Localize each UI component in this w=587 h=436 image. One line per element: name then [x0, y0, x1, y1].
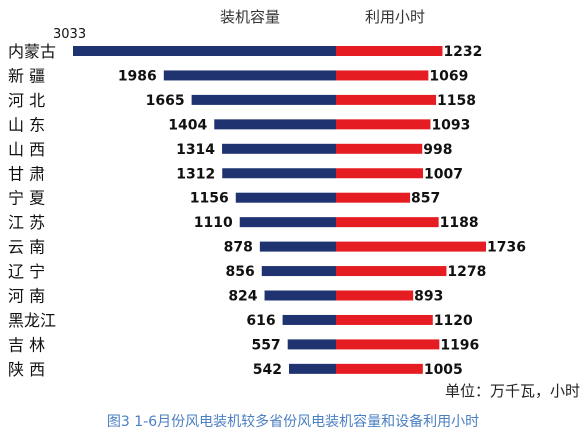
- capacity-bar: [214, 119, 336, 130]
- category-label: 山 西: [8, 140, 45, 159]
- hours-bar: [336, 168, 424, 179]
- capacity-bar: [282, 314, 336, 325]
- capacity-bar: [222, 168, 336, 179]
- capacity-bar: [264, 290, 336, 301]
- capacity-bar: [163, 70, 336, 81]
- capacity-bar: [191, 94, 336, 105]
- capacity-value-label: 616: [246, 313, 275, 329]
- category-label: 河 北: [8, 91, 45, 110]
- capacity-bar: [287, 339, 336, 350]
- hours-value-label: 1120: [434, 313, 473, 329]
- category-label: 陕 西: [8, 360, 45, 379]
- capacity-bar: [239, 217, 336, 228]
- category-label: 新 疆: [8, 66, 45, 85]
- category-label: 内蒙古: [8, 42, 56, 61]
- hours-value-label: 1007: [424, 166, 463, 182]
- hours-value-label: 998: [423, 142, 452, 158]
- hours-value-label: 1736: [487, 240, 526, 256]
- chart-caption: 图3 1-6月份风电装机较多省份风电装机容量和设备利用小时: [107, 413, 479, 430]
- hours-value-label: 1158: [437, 93, 476, 109]
- category-label: 河 南: [8, 287, 45, 306]
- hours-bar: [336, 241, 486, 252]
- unit-label: 单位：万千瓦，小时: [445, 382, 580, 400]
- legend-left-series: 装机容量: [220, 8, 280, 26]
- category-label: 山 东: [8, 115, 45, 134]
- hours-bar: [336, 94, 437, 105]
- capacity-value-label: 1110: [194, 215, 233, 231]
- hours-value-label: 1005: [424, 362, 463, 378]
- capacity-bar: [259, 241, 336, 252]
- capacity-value-label: 542: [253, 362, 282, 378]
- capacity-value-label: 1156: [190, 191, 229, 207]
- capacity-value-label: 1314: [176, 142, 215, 158]
- category-label: 吉 林: [8, 335, 45, 354]
- hours-value-label: 857: [411, 191, 440, 207]
- capacity-value-label: 878: [224, 240, 253, 256]
- hours-value-label: 1278: [447, 264, 486, 280]
- hours-bar: [336, 217, 439, 228]
- capacity-value-label: 1404: [168, 117, 207, 133]
- hours-value-label: 1093: [431, 117, 470, 133]
- hours-bar: [336, 192, 411, 203]
- category-label: 江 苏: [8, 213, 45, 232]
- hours-bar: [336, 314, 433, 325]
- capacity-value-label: 824: [228, 289, 257, 305]
- hours-value-label: 1232: [443, 44, 482, 60]
- hours-bar: [336, 339, 440, 350]
- capacity-bar: [222, 143, 336, 154]
- hours-bar: [336, 363, 423, 374]
- capacity-value-label: 856: [226, 264, 255, 280]
- capacity-bar: [261, 266, 336, 277]
- capacity-value-label: 1312: [176, 166, 215, 182]
- hours-value-label: 893: [414, 289, 443, 305]
- hours-bar: [336, 143, 423, 154]
- capacity-value-label: 1665: [146, 93, 185, 109]
- hours-bar: [336, 119, 431, 130]
- hours-value-label: 1069: [429, 68, 468, 84]
- hours-value-label: 1196: [440, 337, 479, 353]
- capacity-bar: [289, 363, 336, 374]
- category-label: 黑龙江: [8, 311, 56, 330]
- capacity-bar: [73, 46, 336, 56]
- hours-bar: [336, 46, 443, 56]
- legend-right-series: 利用小时: [365, 8, 425, 26]
- capacity-value-label: 557: [251, 337, 280, 353]
- category-label: 宁 夏: [8, 189, 45, 208]
- capacity-bar: [235, 192, 336, 203]
- category-label: 云 南: [8, 238, 45, 257]
- category-label: 辽 宁: [8, 262, 45, 281]
- hours-value-label: 1188: [440, 215, 479, 231]
- capacity-value-label: 1986: [118, 68, 157, 84]
- category-label: 甘 肃: [8, 164, 45, 183]
- hours-bar: [336, 70, 429, 81]
- capacity-value-label: 3033: [53, 27, 86, 42]
- hours-bar: [336, 290, 414, 301]
- hours-bar: [336, 266, 447, 277]
